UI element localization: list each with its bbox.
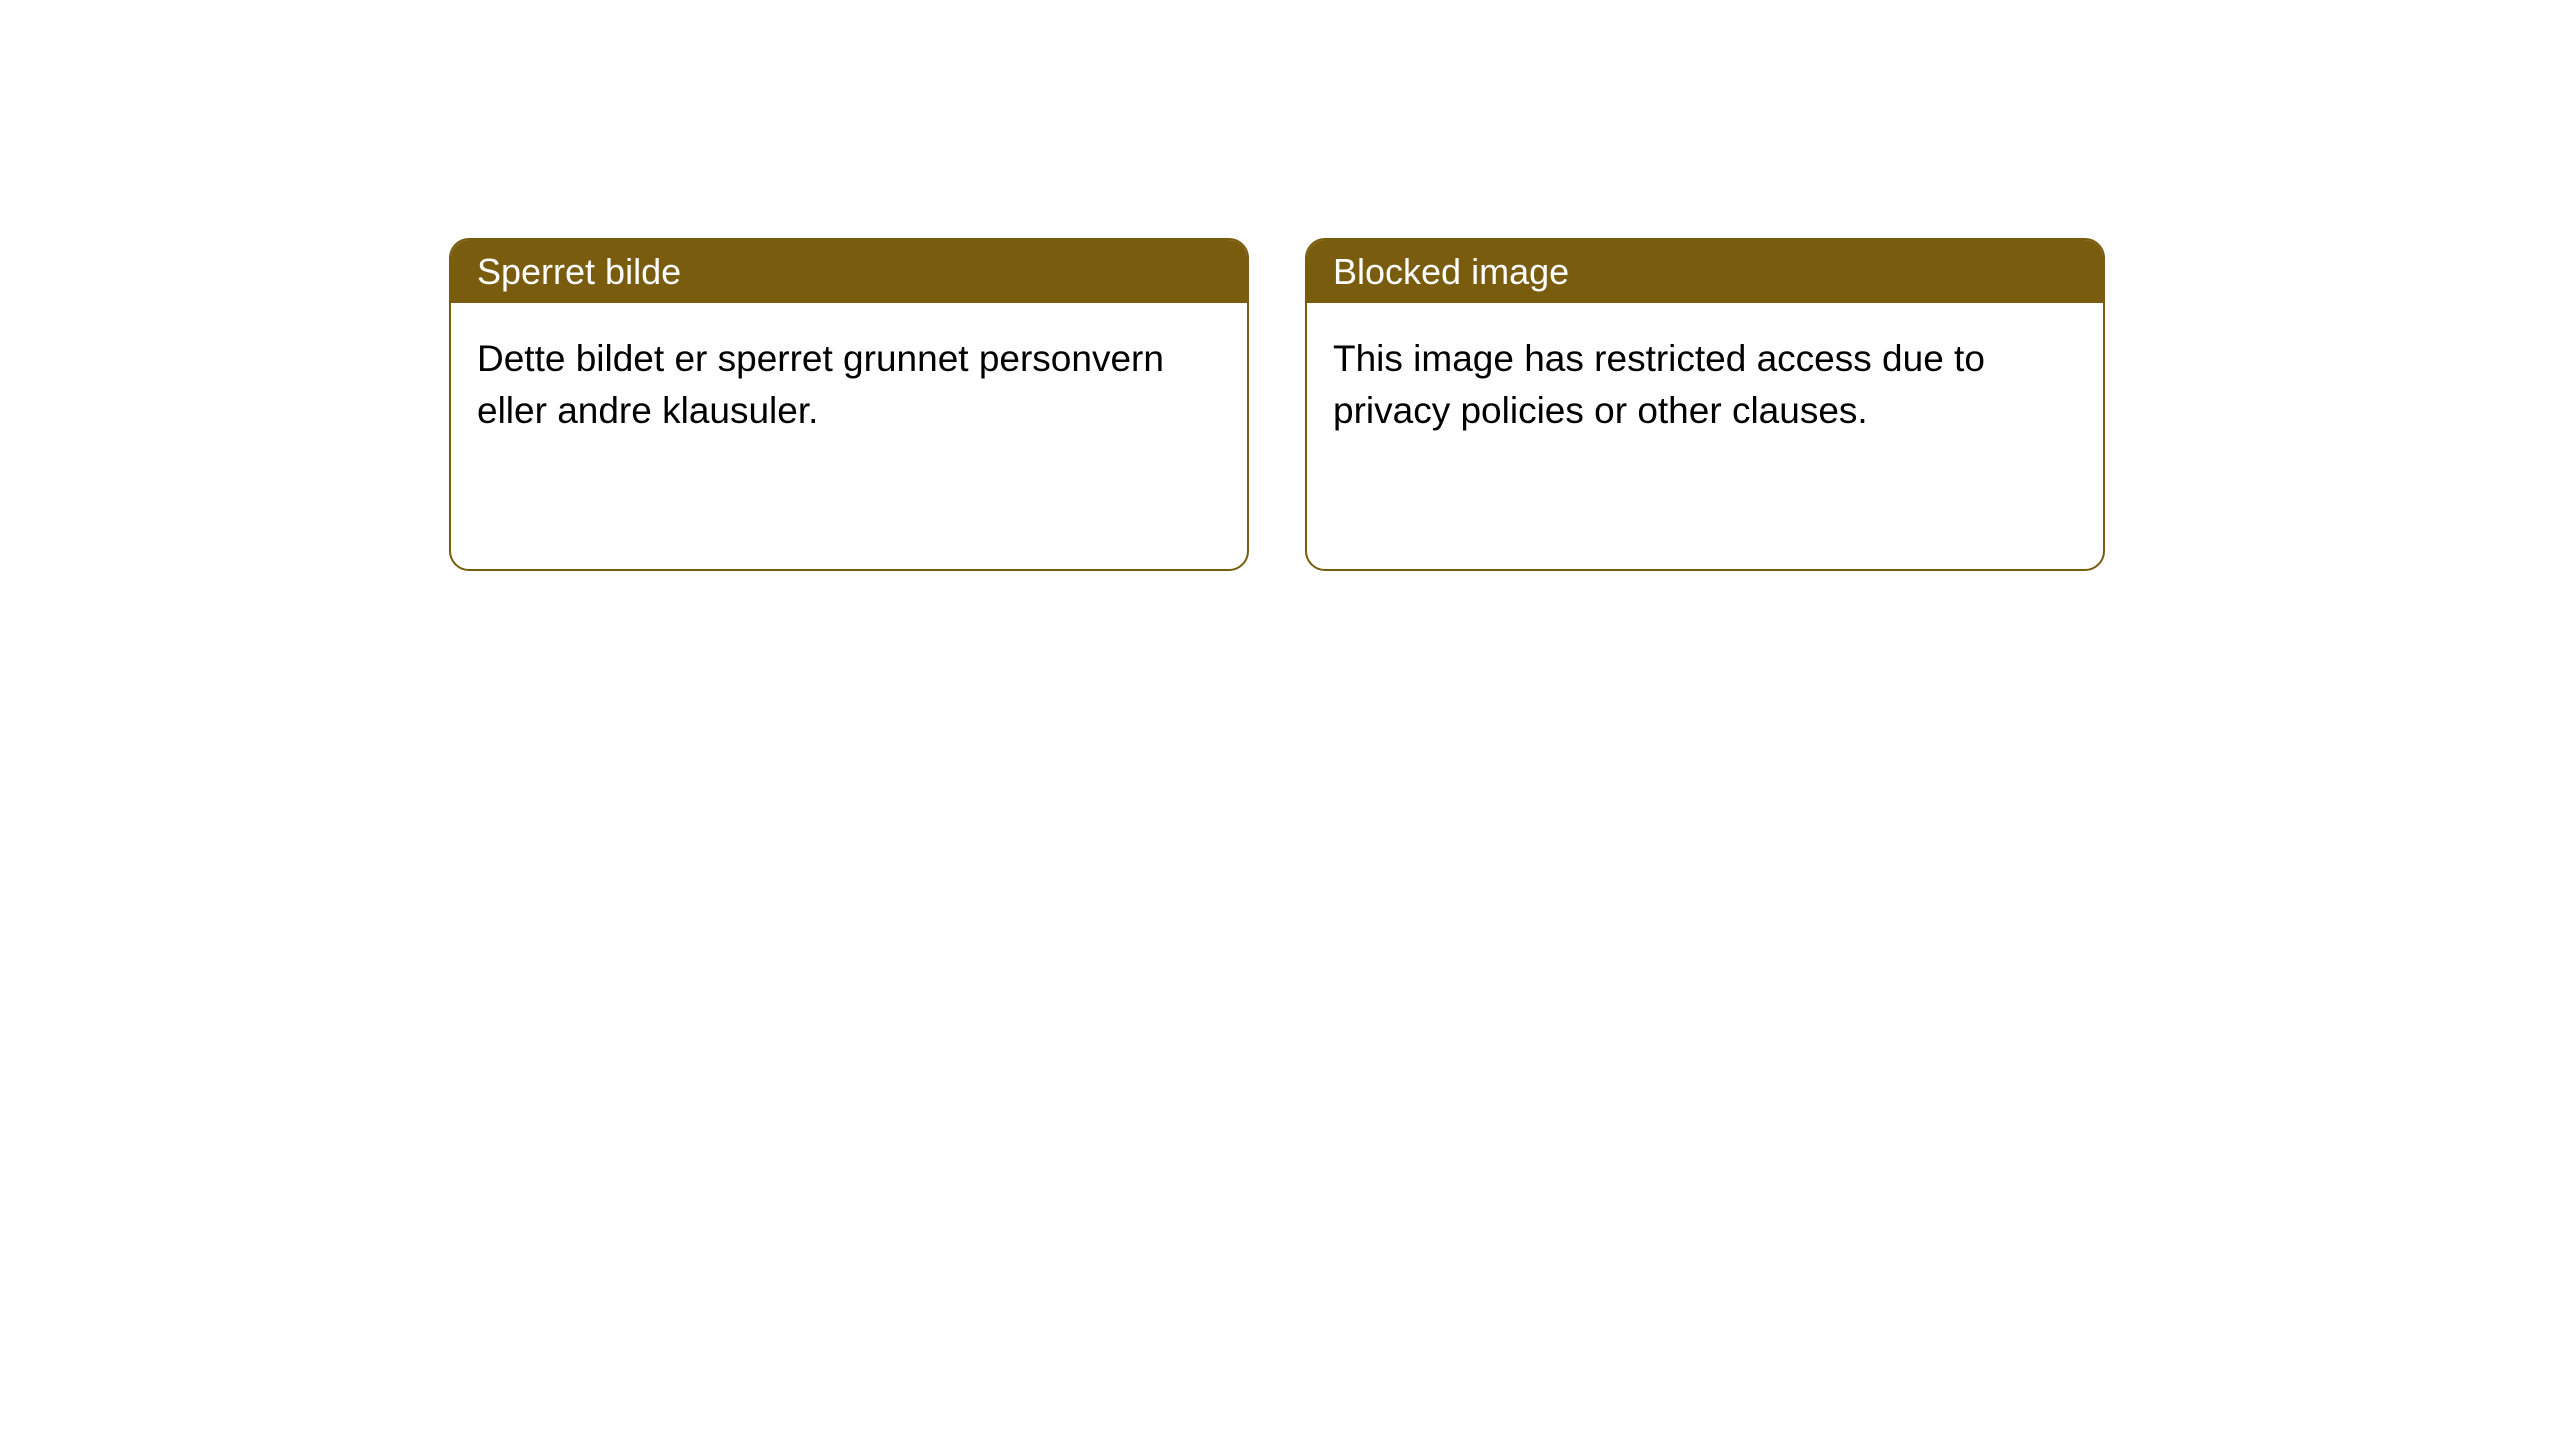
notice-container: Sperret bilde Dette bildet er sperret gr…: [449, 238, 2105, 571]
notice-card-english: Blocked image This image has restricted …: [1305, 238, 2105, 571]
notice-title: Blocked image: [1333, 251, 1569, 292]
notice-body-text: Dette bildet er sperret grunnet personve…: [477, 338, 1164, 431]
notice-body-text: This image has restricted access due to …: [1333, 338, 1985, 431]
notice-card-norwegian: Sperret bilde Dette bildet er sperret gr…: [449, 238, 1249, 571]
notice-card-header: Blocked image: [1307, 240, 2103, 303]
notice-card-header: Sperret bilde: [451, 240, 1247, 303]
notice-card-body: Dette bildet er sperret grunnet personve…: [451, 303, 1247, 467]
notice-title: Sperret bilde: [477, 251, 681, 292]
notice-card-body: This image has restricted access due to …: [1307, 303, 2103, 467]
